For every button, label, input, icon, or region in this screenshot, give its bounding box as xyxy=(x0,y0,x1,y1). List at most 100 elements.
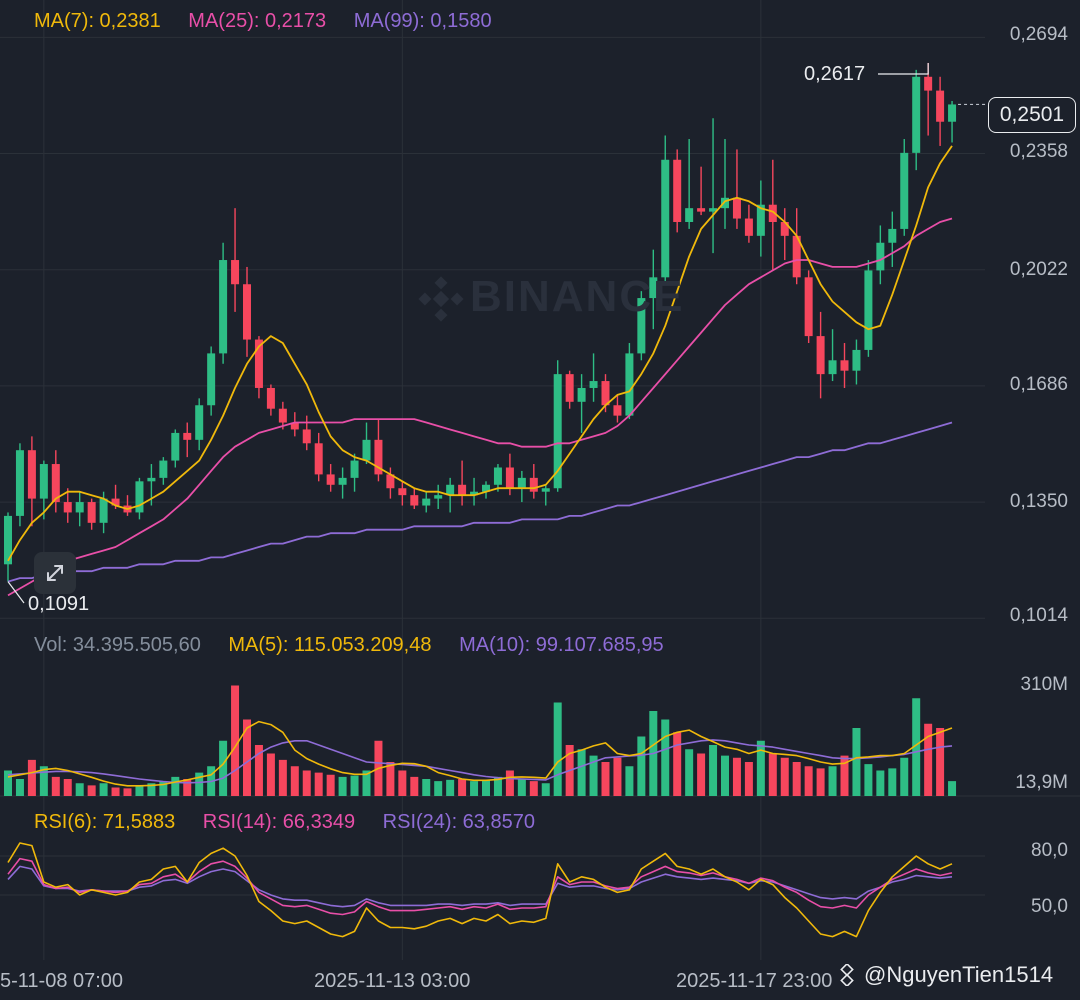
rsi-tick-80: 80,0 xyxy=(1031,840,1068,861)
volume-bar xyxy=(613,757,622,796)
candle-body xyxy=(721,197,729,209)
volume-bar xyxy=(732,757,741,796)
candle-body xyxy=(254,339,263,388)
candle-body xyxy=(183,432,192,440)
candle-body xyxy=(553,374,562,489)
volume-bar xyxy=(553,702,562,796)
candle xyxy=(864,260,873,357)
candle xyxy=(39,460,48,520)
candle xyxy=(637,291,646,361)
volume-bar xyxy=(458,779,467,796)
volume-bar xyxy=(685,749,694,796)
expand-chart-button[interactable] xyxy=(34,552,76,594)
rsi6-legend: RSI(6): 71,5883 xyxy=(34,811,176,833)
vol-legend: Vol: 34.395.505,60 xyxy=(34,634,201,656)
candle-body xyxy=(840,360,849,371)
candle-body xyxy=(577,387,586,402)
volume-bar xyxy=(888,768,897,796)
volume-bar xyxy=(15,779,24,796)
price-tick-3: 0,1686 xyxy=(1009,374,1068,395)
volume-bar xyxy=(493,776,502,796)
candle-body xyxy=(51,464,60,503)
candle-body xyxy=(135,481,144,513)
candle xyxy=(482,481,490,499)
volume-bar xyxy=(601,762,610,796)
volume-bar xyxy=(744,762,753,796)
candle-body xyxy=(589,381,598,388)
low-price-pointer xyxy=(7,581,25,604)
volume-bar xyxy=(661,719,670,796)
volume-bar xyxy=(529,781,538,796)
volume-bar xyxy=(637,736,646,796)
volume-bar xyxy=(840,755,849,796)
candle xyxy=(529,464,538,499)
binance-square-icon xyxy=(840,964,854,986)
candle-body xyxy=(625,353,634,416)
candle xyxy=(27,436,36,527)
candle-body xyxy=(876,242,885,271)
candle xyxy=(183,422,192,458)
candle-body xyxy=(326,474,335,485)
volume-bar xyxy=(589,755,598,796)
candle xyxy=(673,149,682,233)
volume-bar xyxy=(625,766,634,796)
candle xyxy=(493,464,502,492)
candle xyxy=(625,343,634,420)
volume-bar xyxy=(422,779,431,796)
candle xyxy=(888,211,897,267)
candle xyxy=(780,208,789,261)
candle-body xyxy=(207,353,216,406)
candle xyxy=(410,488,419,509)
candle-body xyxy=(27,450,36,499)
candle xyxy=(434,484,443,509)
volume-bar xyxy=(350,775,359,796)
candle-body xyxy=(804,277,813,337)
candle xyxy=(219,242,228,364)
candle xyxy=(589,353,598,402)
candle xyxy=(685,139,694,229)
candle-body xyxy=(565,374,574,402)
candle-body xyxy=(661,159,670,278)
candle-body xyxy=(147,477,156,482)
candle-body xyxy=(529,477,538,492)
volume-legend: Vol: 34.395.505,60 MA(5): 115.053.209,48… xyxy=(34,634,686,657)
candle-body xyxy=(362,439,371,461)
candle-body xyxy=(458,484,467,496)
candle-body xyxy=(195,405,204,440)
candle xyxy=(4,512,12,582)
volume-bar xyxy=(266,753,275,796)
candle-body xyxy=(517,477,526,489)
candle xyxy=(649,249,658,330)
volume-bar xyxy=(709,745,718,796)
volume-bar xyxy=(338,776,347,796)
candle xyxy=(565,370,574,409)
volume-bar xyxy=(505,770,514,796)
price-legend: MA(7): 0,2381 MA(25): 0,2173 MA(99): 0,1… xyxy=(34,10,514,33)
rsi6-line xyxy=(7,842,953,938)
candle xyxy=(123,495,132,516)
candle xyxy=(613,394,622,423)
candle xyxy=(924,62,933,136)
volume-bar xyxy=(828,766,837,796)
price-tick-0: 0,2694 xyxy=(1009,24,1068,45)
rsi24-line xyxy=(7,865,953,908)
candle-body xyxy=(888,228,897,243)
candle-body xyxy=(219,260,228,354)
grid-lines xyxy=(0,0,1080,960)
volume-bar xyxy=(517,779,526,796)
candle-body xyxy=(398,488,407,496)
volume-bar xyxy=(123,788,132,796)
candle xyxy=(768,159,777,271)
candle xyxy=(374,419,383,482)
high-price-pointer xyxy=(878,62,929,75)
rsi14-line xyxy=(7,857,953,916)
volume-bar xyxy=(135,785,144,796)
candle xyxy=(470,477,479,506)
price-markers xyxy=(7,62,988,604)
ma99-line xyxy=(7,421,953,583)
candle-body xyxy=(15,450,24,516)
candle-body xyxy=(709,208,718,212)
candle xyxy=(541,484,550,506)
candle xyxy=(290,412,299,437)
